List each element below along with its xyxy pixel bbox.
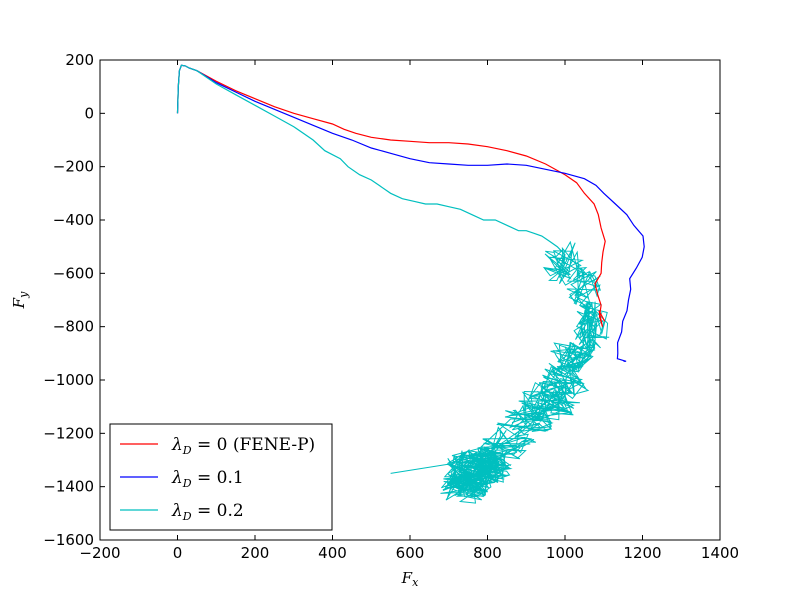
y-tick-label: 0 bbox=[84, 104, 94, 122]
cyan-cluster-group bbox=[390, 240, 610, 504]
y-tick-label: −1200 bbox=[43, 424, 94, 442]
y-tick-label: −400 bbox=[53, 211, 94, 229]
y-tick-label: −600 bbox=[53, 264, 94, 282]
series-line-texture bbox=[390, 240, 610, 504]
x-tick-label: 400 bbox=[318, 544, 347, 562]
x-tick-label: 0 bbox=[173, 544, 183, 562]
legend-label: λD = 0.2 bbox=[171, 501, 244, 523]
x-tick-label: 200 bbox=[241, 544, 270, 562]
y-tick-label: −1000 bbox=[43, 371, 94, 389]
legend: λD = 0 (FENE-P) λD = 0.1 λD = 0.2 bbox=[109, 423, 333, 531]
y-tick-label: 200 bbox=[65, 51, 94, 69]
x-axis-ticks: −200 0 200 400 600 800 1000 1200 1400 bbox=[79, 60, 739, 562]
legend-label: λD = 0.1 bbox=[171, 468, 244, 490]
series-line bbox=[176, 64, 566, 256]
series-lines bbox=[176, 64, 645, 362]
x-tick-label: 1000 bbox=[546, 544, 584, 562]
y-axis-label: Fy bbox=[10, 291, 30, 309]
y-tick-label: −1400 bbox=[43, 478, 94, 496]
x-tick-label: 800 bbox=[473, 544, 502, 562]
x-tick-label: 1200 bbox=[623, 544, 661, 562]
series-line bbox=[176, 64, 645, 362]
x-tick-label: 600 bbox=[396, 544, 425, 562]
x-tick-label: −200 bbox=[79, 544, 120, 562]
x-tick-label: 1400 bbox=[701, 544, 739, 562]
y-tick-label: −200 bbox=[53, 158, 94, 176]
series-line bbox=[176, 64, 606, 327]
legend-label: λD = 0 (FENE-P) bbox=[171, 435, 315, 457]
y-tick-label: −1600 bbox=[43, 531, 94, 549]
y-tick-label: −800 bbox=[53, 318, 94, 336]
y-axis-ticks: −1600 −1400 −1200 −1000 −800 −600 −400 −200 0 200 bbox=[43, 51, 720, 549]
x-axis-label: Fx bbox=[401, 569, 419, 589]
